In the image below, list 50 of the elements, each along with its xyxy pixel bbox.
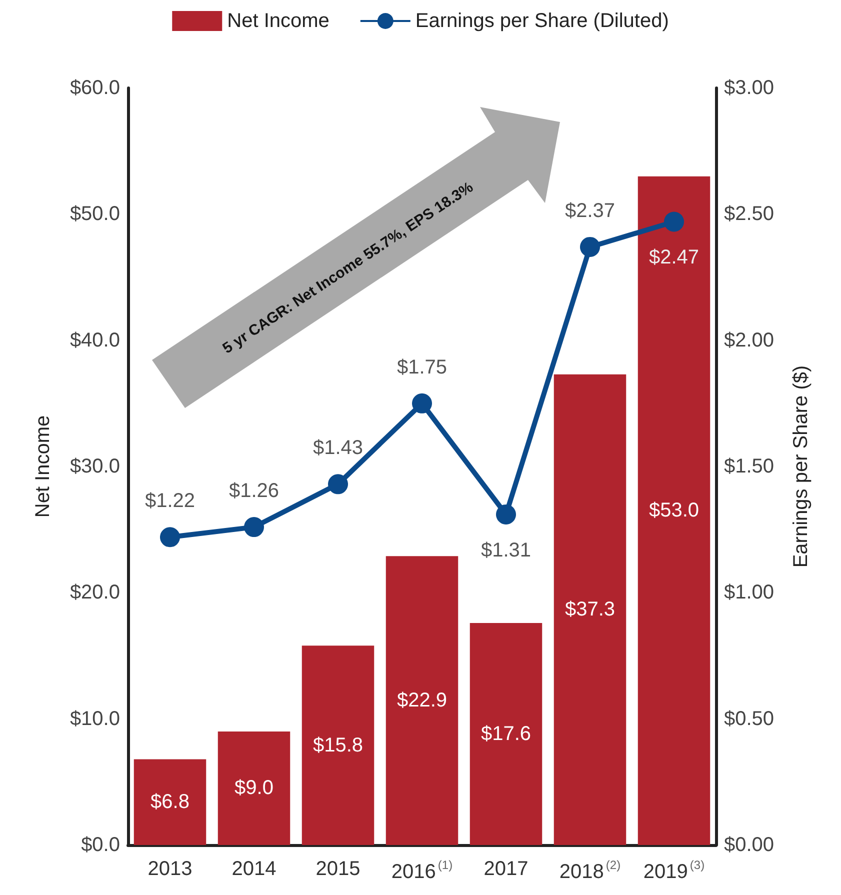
data-label: $22.9 [396,690,448,712]
y-tick-label: $10.0 [70,708,120,730]
data-label: $17.6 [480,722,532,745]
y2-tick-label: $3.00 [724,77,774,99]
data-label: $1.43 [312,437,364,460]
point [328,474,348,494]
x-tick-label: 2017 [484,858,528,880]
bar [218,731,290,845]
data-label: $1.31 [480,539,532,562]
data-label: $2.47 [648,246,700,269]
data-label: $2.37 [564,200,616,222]
data-label: $9.0 [234,777,274,800]
bar [302,646,374,845]
data-label: $15.8 [312,734,364,756]
x-tick-label: 2013 [148,858,192,880]
data-label: $6.8 [150,791,190,814]
y2-tick-label: $0.00 [724,834,774,856]
data-label: $53.0 [648,500,700,522]
point [496,504,516,524]
data-label: $1.75 [396,356,448,378]
point [244,517,264,538]
y2-tick-label: $2.50 [724,203,774,226]
bar [554,374,626,845]
y-tick-label: $60.0 [70,77,120,99]
y2-tick-label: $1.00 [724,582,774,604]
y-tick-label: $30.0 [70,456,120,478]
bar [134,759,206,845]
y-axis-title: Net Income [32,415,54,518]
bar [638,176,710,845]
point [664,212,684,232]
x-tick-label: 2015 [316,858,360,880]
y-tick-label: $20.0 [70,582,120,604]
y-tick-label: $0.0 [81,834,120,856]
data-label: $1.22 [144,490,196,512]
bar [386,556,458,845]
point [580,236,600,257]
point [412,393,432,414]
y-tick-label: $40.0 [70,329,120,352]
y2-tick-label: $2.00 [724,329,774,352]
y2-tick-label: $1.50 [724,456,774,478]
data-label: $37.3 [564,598,616,621]
bar [470,622,542,845]
y2-axis-title: Earnings per Share ($) [790,365,812,568]
legend-label: Earnings per Share (Diluted) [415,10,669,32]
y-tick-label: $50.0 [70,203,120,226]
point [160,527,180,548]
data-label: $1.26 [228,480,280,502]
x-tick-label: 2014 [232,858,276,880]
y2-tick-label: $0.50 [724,708,774,730]
legend-label: Net Income [227,10,330,32]
